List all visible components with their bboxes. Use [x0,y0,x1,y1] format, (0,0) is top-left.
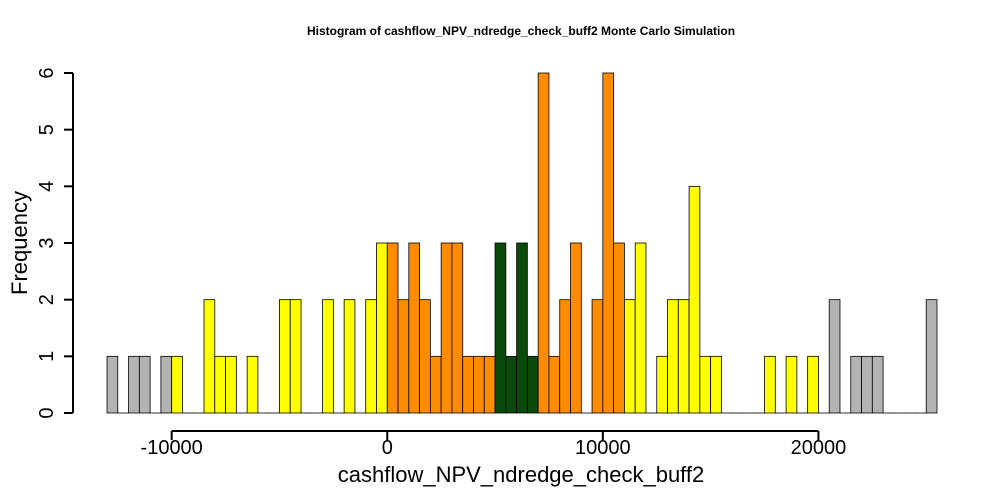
histogram-bar [440,242,453,414]
histogram-bar [128,355,140,414]
x-tick-label: -10000 [141,437,203,459]
y-tick-label: 0 [36,407,58,418]
x-axis-label: cashflow_NPV_ndredge_check_buff2 [338,462,705,487]
histogram-bar [343,299,356,414]
x-tick-label: 20000 [791,437,847,459]
histogram-bar [386,242,399,414]
histogram-bar [494,242,507,414]
chart-title: Histogram of cashflow_NPV_ndredge_check_… [307,24,735,38]
histogram-bar [505,355,518,414]
histogram-bar [925,299,938,414]
histogram-bar [376,242,388,414]
histogram-bar [559,299,571,414]
histogram-bar [807,355,819,414]
histogram-bar [613,242,625,414]
x-tick-label: 10000 [575,437,631,459]
histogram-bar [591,299,604,414]
histogram-bar [289,299,302,414]
histogram-bar [624,299,636,414]
y-tick-label: 6 [36,67,58,78]
bars-group [106,72,938,414]
y-tick-label: 4 [36,181,58,192]
y-tick-label: 5 [36,124,58,135]
histogram-bar [214,355,226,414]
histogram-bar [785,355,798,414]
histogram-bar [160,355,173,414]
y-tick-label: 3 [36,237,58,248]
histogram-bar [462,355,474,414]
histogram-bar [408,242,421,414]
x-axis: -10000 0 10000 20000 [141,430,847,459]
histogram-bar [634,242,647,414]
histogram-bar [225,355,237,414]
histogram-bar [483,355,496,414]
histogram-bar [602,72,615,414]
histogram-bar [667,299,679,414]
y-axis-label: Frequency [7,191,32,295]
histogram-bar [451,242,464,414]
y-axis: 0 1 2 3 4 5 6 [36,67,74,419]
histogram-bar [699,355,712,414]
histogram-bar [138,355,151,414]
histogram-bar [656,355,668,414]
histogram-bar [365,299,377,414]
histogram-bar [106,355,119,414]
histogram-bar [171,355,183,414]
histogram-bar [677,299,690,414]
histogram-bar [526,355,539,414]
histogram-bar [537,72,550,414]
histogram-bar [548,355,561,414]
histogram-bar [419,299,431,414]
y-tick-label: 2 [36,294,58,305]
histogram-bar [203,299,216,414]
x-tick-label: 0 [382,437,393,459]
histogram-bar [861,355,873,414]
histogram-bar [871,355,884,414]
histogram-bar [516,242,528,414]
histogram-bar [828,299,841,414]
histogram-bar [246,355,259,414]
histogram-bar [688,185,701,414]
y-tick-label: 1 [36,351,58,362]
histogram-bar [473,355,485,414]
histogram-bar [710,355,722,414]
histogram-bar [279,299,291,414]
histogram-bar [322,299,334,414]
histogram-bar [850,355,862,414]
histogram-bar [764,355,776,414]
histogram-bar [570,242,582,414]
histogram-bar [397,299,410,414]
histogram-bar [429,355,442,414]
